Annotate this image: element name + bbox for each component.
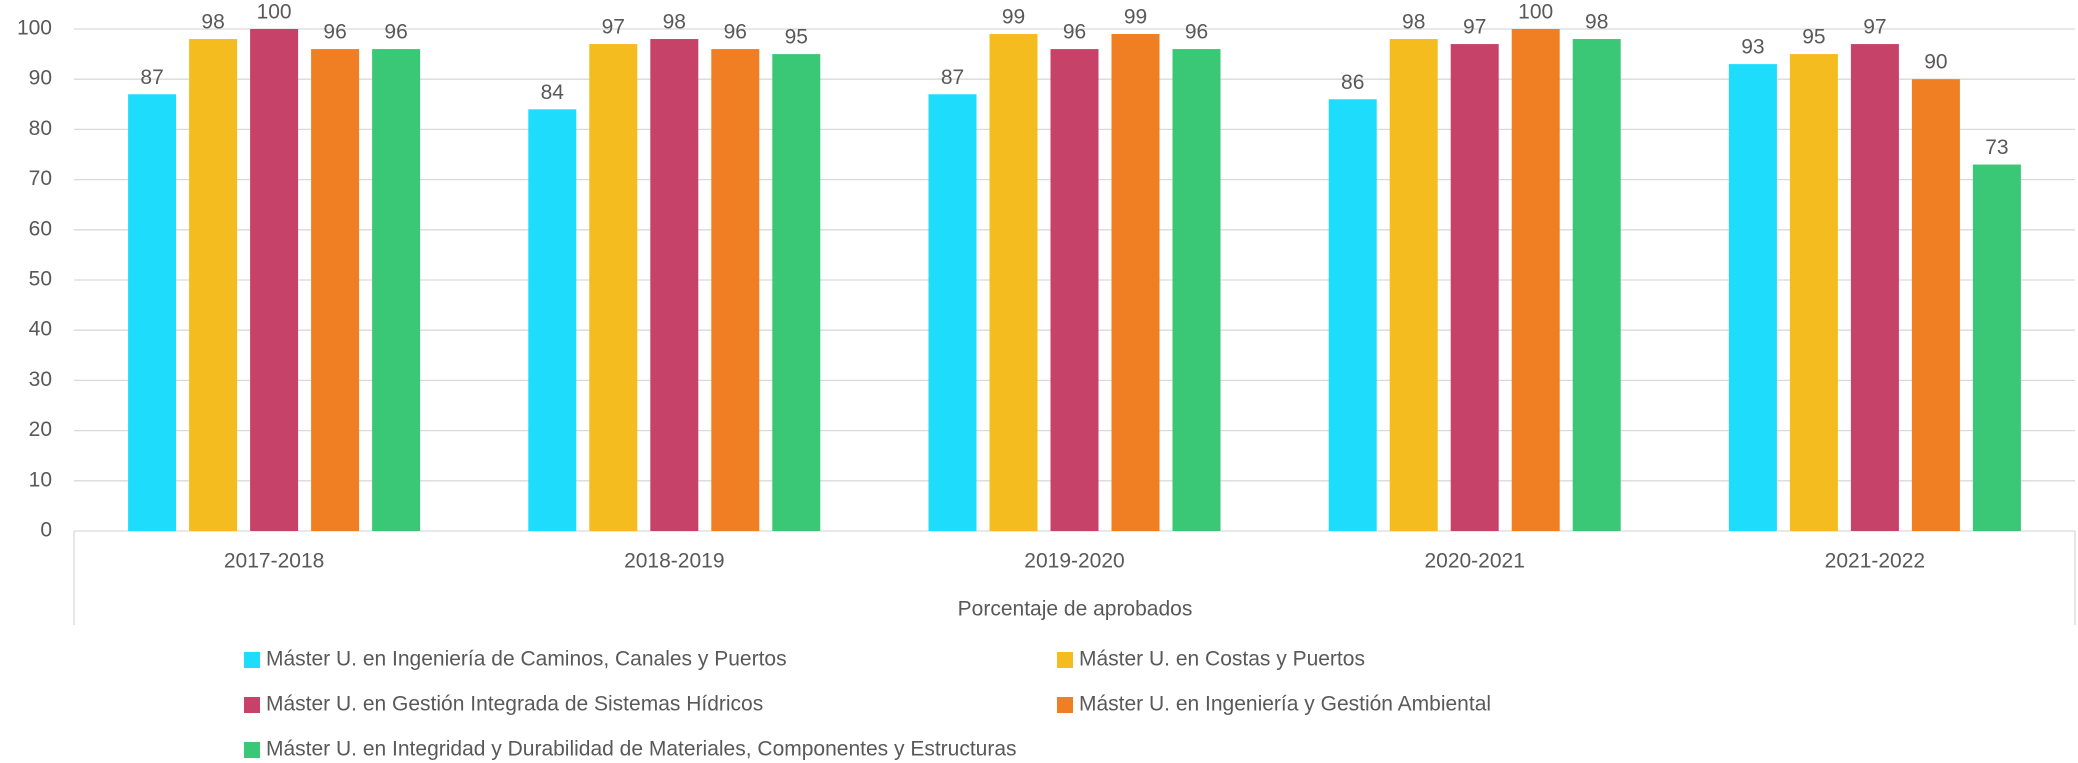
y-tick-label: 100: [17, 17, 52, 40]
data-label: 93: [1741, 36, 1764, 59]
data-label: 97: [1463, 16, 1486, 39]
y-tick-label: 50: [29, 268, 52, 291]
x-axis-title: Porcentaje de aprobados: [958, 598, 1193, 621]
bar: [1328, 99, 1377, 531]
bar: [311, 49, 360, 531]
x-tick-label: 2017-2018: [224, 550, 324, 573]
data-label: 96: [724, 21, 747, 44]
data-label: 98: [663, 11, 686, 34]
bar: [1972, 164, 2021, 532]
bar: [1050, 49, 1099, 531]
legend-marker: [1057, 697, 1073, 713]
legend-marker: [1057, 652, 1073, 668]
legend-label: Máster U. en Gestión Integrada de Sistem…: [266, 693, 763, 716]
legend-label: Máster U. en Costas y Puertos: [1079, 648, 1365, 671]
data-label: 95: [1802, 26, 1825, 49]
x-tick-label: 2018-2019: [624, 550, 724, 573]
legend-label: Máster U. en Ingeniería y Gestión Ambien…: [1079, 693, 1491, 716]
bar: [1789, 54, 1838, 531]
data-label: 90: [1924, 51, 1947, 74]
bar: [928, 94, 977, 531]
legend-marker: [244, 742, 260, 758]
y-tick-label: 90: [29, 67, 52, 90]
legend-marker: [244, 652, 260, 668]
bar: [1850, 44, 1899, 532]
bar: [1111, 34, 1160, 532]
bar: [189, 39, 238, 531]
data-label: 86: [1341, 71, 1364, 94]
bar: [250, 29, 299, 531]
data-label: 98: [1402, 11, 1425, 34]
bar: [1572, 39, 1621, 531]
legend-label: Máster U. en Integridad y Durabilidad de…: [266, 738, 1017, 761]
data-label: 97: [1863, 16, 1886, 39]
data-label: 100: [257, 1, 292, 24]
data-label: 96: [1063, 21, 1086, 44]
x-tick-label: 2020-2021: [1424, 550, 1524, 573]
bar: [711, 49, 760, 531]
data-label: 97: [602, 16, 625, 39]
data-label: 84: [541, 81, 565, 104]
bar: [528, 109, 577, 531]
data-label: 100: [1518, 1, 1553, 24]
bar: [128, 94, 177, 531]
bar: [989, 34, 1038, 532]
bar: [1389, 39, 1438, 531]
y-tick-label: 70: [29, 167, 52, 190]
y-tick-label: 40: [29, 318, 52, 341]
y-tick-label: 30: [29, 368, 52, 391]
data-label: 98: [201, 11, 224, 34]
bar: [1728, 64, 1777, 531]
bar: [372, 49, 421, 531]
data-label: 96: [323, 21, 346, 44]
bar: [772, 54, 821, 531]
data-label: 87: [140, 66, 163, 89]
bar: [1172, 49, 1221, 531]
bar: [650, 39, 699, 531]
data-label: 96: [384, 21, 407, 44]
data-label: 73: [1985, 136, 2008, 159]
legend-label: Máster U. en Ingeniería de Caminos, Cana…: [266, 648, 787, 671]
legend-marker: [244, 697, 260, 713]
bar: [1511, 29, 1560, 531]
bar: [1911, 79, 1960, 531]
bar: [1450, 44, 1499, 532]
x-tick-label: 2021-2022: [1825, 550, 1925, 573]
y-tick-label: 10: [29, 468, 52, 491]
data-label: 99: [1002, 6, 1025, 29]
x-tick-label: 2019-2020: [1024, 550, 1124, 573]
y-tick-label: 60: [29, 217, 52, 240]
y-tick-label: 20: [29, 418, 52, 441]
data-label: 95: [785, 26, 808, 49]
data-label: 96: [1185, 21, 1208, 44]
data-label: 87: [941, 66, 964, 89]
y-tick-label: 80: [29, 117, 52, 140]
data-label: 98: [1585, 11, 1608, 34]
y-tick-label: 0: [40, 519, 52, 542]
data-label: 99: [1124, 6, 1147, 29]
bar: [589, 44, 638, 532]
